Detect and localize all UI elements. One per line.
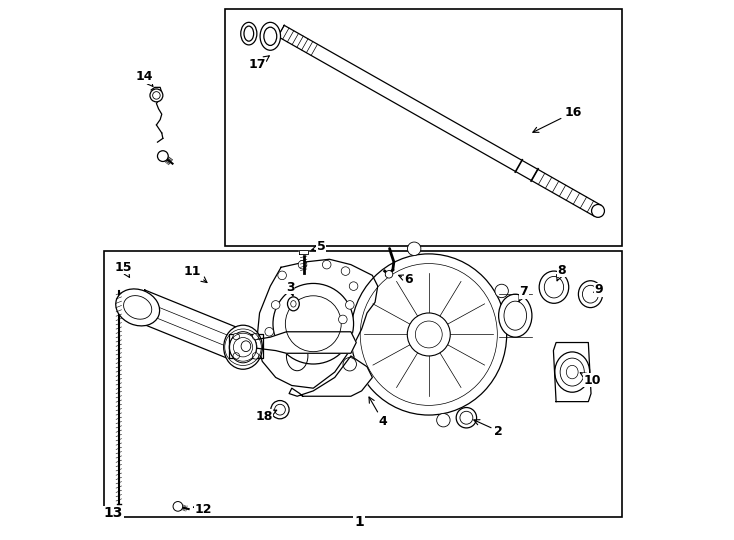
Text: 15: 15: [115, 261, 132, 278]
Polygon shape: [289, 356, 372, 396]
Circle shape: [272, 301, 280, 309]
Ellipse shape: [244, 26, 254, 41]
Ellipse shape: [238, 337, 254, 355]
Circle shape: [153, 92, 160, 99]
Polygon shape: [133, 290, 244, 360]
Text: 16: 16: [533, 106, 581, 132]
Circle shape: [173, 502, 183, 511]
Circle shape: [298, 260, 307, 269]
Polygon shape: [229, 334, 263, 358]
Text: 5: 5: [312, 240, 326, 253]
Circle shape: [349, 282, 358, 291]
Ellipse shape: [498, 294, 532, 337]
Ellipse shape: [555, 352, 589, 392]
Circle shape: [338, 315, 347, 323]
Polygon shape: [257, 259, 378, 388]
Polygon shape: [299, 249, 308, 254]
Polygon shape: [553, 342, 591, 402]
Ellipse shape: [116, 289, 159, 326]
Circle shape: [150, 89, 163, 102]
Ellipse shape: [271, 401, 289, 419]
Circle shape: [278, 271, 286, 280]
Circle shape: [341, 267, 350, 275]
Text: 12: 12: [193, 503, 212, 516]
Circle shape: [158, 151, 168, 161]
Ellipse shape: [288, 297, 299, 311]
Text: 6: 6: [399, 273, 413, 286]
Circle shape: [233, 333, 239, 340]
Circle shape: [252, 333, 259, 340]
Text: 13: 13: [103, 507, 123, 521]
Ellipse shape: [241, 22, 257, 45]
Circle shape: [592, 205, 605, 218]
Ellipse shape: [264, 27, 277, 45]
Ellipse shape: [123, 295, 152, 319]
Ellipse shape: [224, 325, 262, 369]
Circle shape: [252, 353, 259, 359]
Text: 10: 10: [580, 373, 601, 387]
Text: 8: 8: [556, 264, 566, 281]
Text: 14: 14: [136, 70, 153, 86]
Circle shape: [233, 353, 239, 359]
Ellipse shape: [260, 22, 280, 50]
Text: 2: 2: [474, 420, 503, 437]
Text: 9: 9: [594, 284, 603, 296]
Circle shape: [346, 301, 354, 309]
Ellipse shape: [351, 254, 506, 415]
Ellipse shape: [343, 357, 357, 371]
Ellipse shape: [407, 242, 421, 255]
Text: 18: 18: [255, 410, 277, 423]
Text: 11: 11: [184, 265, 207, 282]
Polygon shape: [278, 25, 601, 217]
Circle shape: [286, 296, 341, 352]
Ellipse shape: [230, 332, 256, 363]
Circle shape: [273, 284, 354, 364]
Text: 17: 17: [248, 56, 269, 71]
Circle shape: [407, 313, 450, 356]
Ellipse shape: [578, 281, 603, 308]
Ellipse shape: [456, 408, 476, 428]
Circle shape: [265, 327, 274, 336]
Text: 7: 7: [519, 285, 528, 301]
Text: 4: 4: [369, 397, 388, 428]
Ellipse shape: [437, 414, 450, 427]
Ellipse shape: [495, 284, 509, 298]
Text: 1: 1: [354, 516, 364, 530]
Ellipse shape: [241, 341, 251, 352]
Circle shape: [322, 260, 331, 269]
Circle shape: [385, 271, 393, 278]
Polygon shape: [254, 332, 356, 353]
Text: 3: 3: [286, 281, 294, 296]
Ellipse shape: [539, 271, 569, 303]
